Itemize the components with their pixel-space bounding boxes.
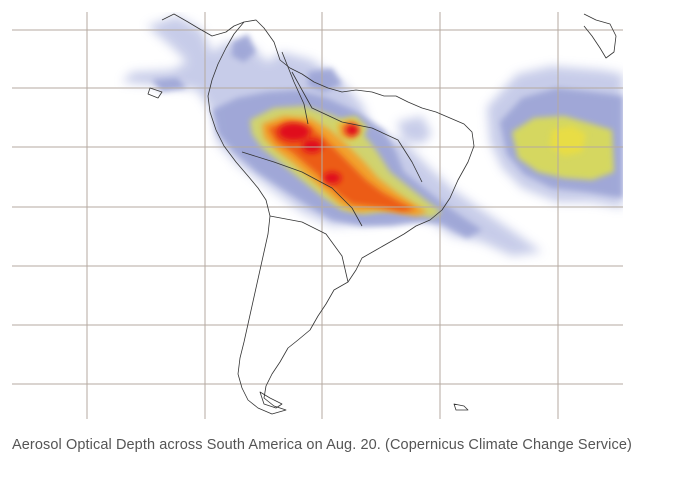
tierra-del-fuego (259, 391, 283, 409)
south-america-outline (207, 19, 475, 415)
aerosol-plume-highest (278, 123, 359, 184)
central-america (161, 13, 245, 37)
figure-caption: Aerosol Optical Depth across South Ameri… (12, 437, 632, 453)
aerosol-map (12, 12, 623, 419)
inner-border-2 (269, 215, 349, 283)
north-africa-coast (583, 13, 617, 59)
map-gridlines (12, 12, 623, 419)
brazil-state-borders (291, 71, 423, 183)
inner-border-3 (281, 51, 309, 125)
inner-border-1 (241, 151, 363, 227)
aerosol-map-graphic (12, 12, 623, 419)
falklands (453, 403, 469, 411)
coastline (147, 13, 617, 415)
caribbean-island-1 (147, 87, 163, 99)
